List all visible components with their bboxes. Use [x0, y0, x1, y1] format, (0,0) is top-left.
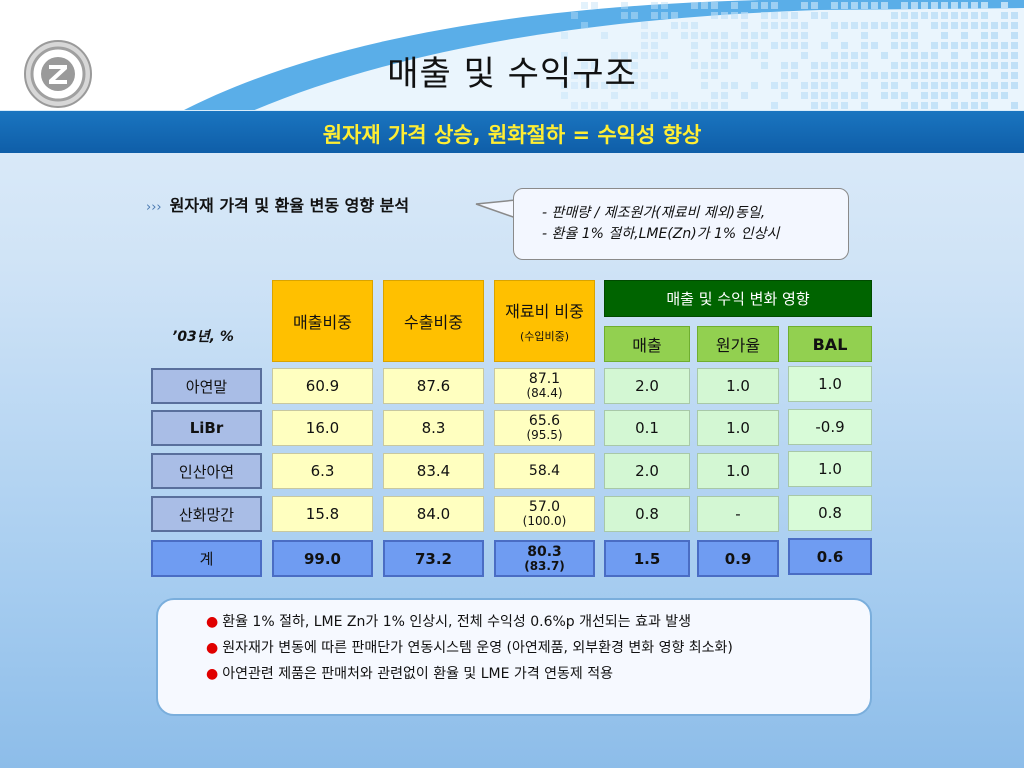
cell-bal: 1.0 [788, 451, 872, 487]
note-text: 환율 1% 절하, LME Zn가 1% 인상시, 전체 수익성 0.6%p 개… [222, 614, 692, 630]
cell-cost-rate: 1.0 [697, 453, 779, 489]
bullet-dot-icon: ● [206, 614, 219, 630]
bullet-dot-icon: ● [206, 666, 219, 682]
cell-material-share: 65.6 (95.5) [494, 410, 595, 446]
section-heading: ››› 원자재 가격 및 환율 변동 영향 분석 [146, 192, 409, 216]
cell-material-sub: (95.5) [526, 428, 563, 442]
total-sales-share: 99.0 [272, 540, 373, 577]
header-sales-share: 매출비중 [272, 280, 373, 362]
assumption-callout: - 판매량 / 제조원가(재료비 제외)동일, - 환율 1% 절하,LME(Z… [513, 188, 849, 260]
header-material-share: 재료비 비중 (수입비중) [494, 280, 595, 362]
row-label-zinc-phosphate: 인산아연 [151, 453, 262, 489]
cell-sales-share: 60.9 [272, 368, 373, 404]
cell-material-value: 57.0 [528, 499, 561, 515]
note-item: ● 환율 1% 절하, LME Zn가 1% 인상시, 전체 수익성 0.6%p … [206, 612, 848, 632]
cell-material-share: 58.4 [494, 453, 595, 489]
cell-material-value: 65.6 [528, 413, 561, 429]
cell-sales-share: 16.0 [272, 410, 373, 446]
cell-sales: 0.8 [604, 496, 690, 532]
header-export-share: 수출비중 [383, 280, 484, 362]
total-material-sub: (83.7) [524, 558, 565, 573]
page-title: 매출 및 수익구조 [387, 54, 637, 94]
header-material-share-sub: (수입비중) [519, 330, 570, 343]
cell-sales: 2.0 [604, 453, 690, 489]
cell-cost-rate: - [697, 496, 779, 532]
summary-notes-box: ● 환율 1% 절하, LME Zn가 1% 인상시, 전체 수익성 0.6%p … [156, 598, 872, 716]
subtitle-band: 원자재 가격 상승, 원화절하 = 수익성 향상 [0, 110, 1024, 153]
cell-bal: -0.9 [788, 409, 872, 445]
cell-export-share: 87.6 [383, 368, 484, 404]
header-impact-group: 매출 및 수익 변화 영향 [604, 280, 872, 317]
section-heading-text: 원자재 가격 및 환율 변동 영향 분석 [169, 196, 410, 215]
cell-export-share: 8.3 [383, 410, 484, 446]
cell-material-value: 87.1 [528, 371, 561, 387]
total-material-value: 80.3 [527, 543, 562, 560]
total-bal: 0.6 [788, 538, 872, 575]
cell-bal: 0.8 [788, 495, 872, 531]
cell-cost-rate: 1.0 [697, 410, 779, 446]
cell-cost-rate: 1.0 [697, 368, 779, 404]
callout-line-1: - 판매량 / 제조원가(재료비 제외)동일, [542, 205, 766, 221]
cell-sales-share: 15.8 [272, 496, 373, 532]
bullet-dot-icon: ● [206, 640, 219, 656]
header-material-share-label: 재료비 비중 [505, 302, 584, 321]
callout-line-2: - 환율 1% 절하,LME(Zn)가 1% 인상시 [542, 226, 780, 242]
cell-sales: 2.0 [604, 368, 690, 404]
note-item: ● 원자재가 변동에 따른 판매단가 연동시스템 운영 (아연제품, 외부환경 변… [206, 638, 848, 658]
callout-pointer [475, 199, 517, 220]
cell-material-sub: (100.0) [522, 514, 567, 528]
cell-material-sub: (84.4) [526, 386, 563, 400]
cell-sales: 0.1 [604, 410, 690, 446]
row-label-libr: LiBr [151, 410, 262, 446]
note-text: 아연관련 제품은 판매처와 관련없이 환율 및 LME 가격 연동제 적용 [222, 666, 613, 682]
note-item: ● 아연관련 제품은 판매처와 관련없이 환율 및 LME 가격 연동제 적용 [206, 664, 848, 684]
total-cost-rate: 0.9 [697, 540, 779, 577]
cell-export-share: 83.4 [383, 453, 484, 489]
total-export-share: 73.2 [383, 540, 484, 577]
note-text: 원자재가 변동에 따른 판매단가 연동시스템 운영 (아연제품, 외부환경 변화… [222, 640, 733, 656]
year-unit-label: ’03년, % [172, 329, 234, 345]
section-bullet: ››› [146, 200, 162, 215]
cell-export-share: 84.0 [383, 496, 484, 532]
total-sales: 1.5 [604, 540, 690, 577]
header-cost-rate: 원가율 [697, 326, 779, 362]
cell-bal: 1.0 [788, 366, 872, 402]
cell-material-share: 87.1 (84.4) [494, 368, 595, 404]
header-bal: BAL [788, 326, 872, 362]
cell-sales-share: 6.3 [272, 453, 373, 489]
row-label-zinc-powder: 아연말 [151, 368, 262, 404]
cell-material-share: 57.0 (100.0) [494, 496, 595, 532]
row-label-total: 계 [151, 540, 262, 577]
total-material-share: 80.3 (83.7) [494, 540, 595, 577]
company-logo-icon [24, 40, 92, 108]
header-sales: 매출 [604, 326, 690, 362]
subtitle: 원자재 가격 상승, 원화절하 = 수익성 향상 [322, 123, 702, 147]
dot-pattern-decoration [561, 2, 1018, 109]
cell-material-value: 58.4 [528, 462, 561, 479]
header-background [0, 0, 1024, 112]
row-label-manganese-oxide: 산화망간 [151, 496, 262, 532]
